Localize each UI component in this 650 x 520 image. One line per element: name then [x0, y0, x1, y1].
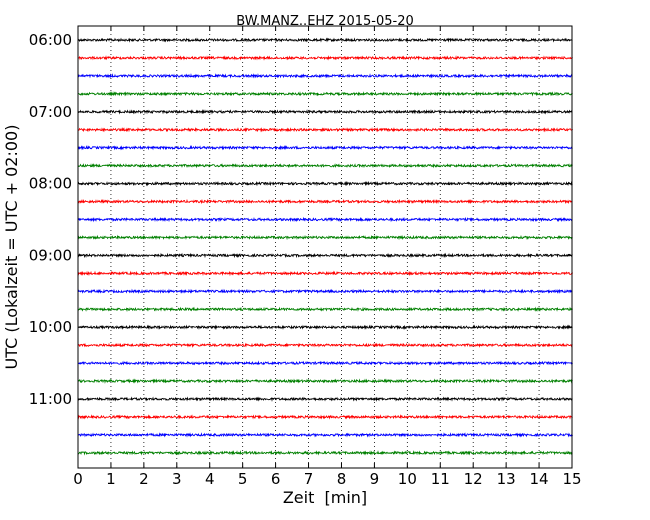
- y-axis-label: UTC (Lokalzeit = UTC + 02:00): [2, 125, 21, 370]
- trace-0645: [77, 91, 573, 97]
- x-tick-label: 12: [464, 470, 483, 488]
- trace-0630: [77, 73, 573, 79]
- trace-0845: [77, 234, 573, 241]
- trace-0945: [77, 306, 573, 312]
- x-tick-label: 2: [139, 470, 149, 488]
- seismic-traces: [77, 37, 573, 456]
- x-tick-label: 9: [370, 470, 380, 488]
- plot-frame: [77, 25, 573, 469]
- trace-0930: [77, 288, 573, 295]
- trace-1145: [77, 450, 573, 456]
- x-tick-label: 15: [562, 470, 581, 488]
- trace-1030: [77, 360, 573, 366]
- x-tick-label: 1: [106, 470, 116, 488]
- y-tick-label: 08:00: [29, 175, 72, 193]
- x-tick-label: 7: [304, 470, 314, 488]
- x-tick-label: 4: [205, 470, 215, 488]
- x-tick-label: 8: [337, 470, 347, 488]
- trace-0715: [77, 127, 573, 133]
- trace-1130: [77, 432, 573, 438]
- trace-0830: [77, 216, 573, 223]
- trace-1045: [77, 378, 573, 384]
- trace-0900: [77, 252, 573, 259]
- x-tick-label: 3: [172, 470, 182, 488]
- trace-1115: [77, 414, 573, 420]
- trace-0700: [77, 109, 573, 115]
- trace-1015: [77, 342, 573, 348]
- chart-title: BW.MANZ..EHZ 2015-05-20: [236, 14, 414, 29]
- trace-0800: [77, 180, 573, 187]
- y-axis-ticks: 06:00 07:00 08:00 09:00 10:00 11:00: [29, 31, 572, 408]
- trace-0915: [77, 270, 573, 277]
- x-tick-label: 6: [271, 470, 281, 488]
- x-axis-ticks: 0 1 2 3 4 5 6 7 8 9 10 11 12 13 14 15: [73, 26, 582, 488]
- trace-0745: [77, 162, 573, 169]
- y-tick-label: 07:00: [29, 103, 72, 121]
- x-tick-label: 11: [431, 470, 450, 488]
- x-axis-label: Zeit [min]: [283, 488, 367, 507]
- y-tick-label: 11:00: [29, 390, 72, 408]
- trace-1100: [77, 396, 573, 402]
- trace-0600: [77, 37, 573, 43]
- x-tick-label: 13: [497, 470, 516, 488]
- x-tick-label: 0: [73, 470, 83, 488]
- x-tick-label: 14: [530, 470, 549, 488]
- trace-0730: [77, 144, 573, 151]
- x-tick-label: 10: [398, 470, 417, 488]
- x-tick-label: 5: [238, 470, 248, 488]
- trace-0815: [77, 198, 573, 205]
- grid-lines: [110, 26, 540, 468]
- y-tick-label: 10:00: [29, 318, 72, 336]
- y-tick-label: 09:00: [29, 246, 72, 264]
- y-tick-label: 06:00: [29, 31, 72, 49]
- trace-1000: [77, 324, 573, 331]
- trace-0615: [77, 55, 573, 61]
